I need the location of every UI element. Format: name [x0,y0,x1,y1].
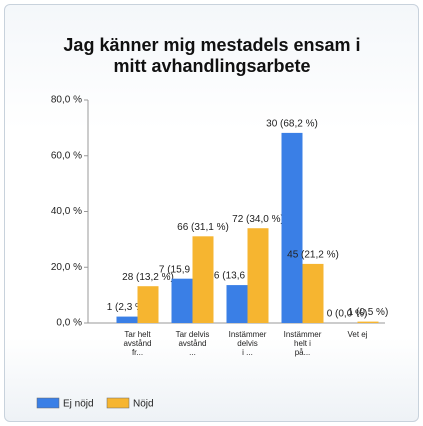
data-label: 30 (68,2 %) [266,119,318,130]
y-tick-label: 80,0 % [51,95,82,106]
bar [192,236,214,323]
x-tick-label: Tar helt avstånd fr... [123,330,151,357]
data-label: 45 (21,2 %) [287,250,339,261]
bar [281,132,303,323]
data-label: 6 (13,6 %) [214,271,260,282]
data-label: 28 (13,2 %) [122,272,174,283]
data-label: 72 (34,0 %) [232,214,284,225]
y-tick-label: 40,0 % [51,206,82,217]
chart-title: Jag känner mig mestadels ensam i mitt avh… [63,35,360,76]
x-tick-label: Instämmer helt i på... [284,330,322,357]
chart-frame [4,4,419,422]
legend-swatch [36,397,60,409]
data-label: 1 (0,5 %) [348,307,389,318]
bar [226,285,248,323]
x-tick-label: Vet ej [347,330,367,339]
bar [247,228,269,323]
legend-label: Ej nöjd [63,399,94,410]
x-tick-label: Instämmer delvis i ... [229,330,267,357]
x-tick-label: Tar delvis avstånd... [176,330,210,357]
legend-swatch [106,397,130,409]
legend-label: Nöjd [133,399,154,410]
data-label: 1 (2,3 %) [107,302,148,313]
y-tick-label: 60,0 % [51,150,82,161]
data-label: 66 (31,1 %) [177,222,229,233]
y-tick-label: 0,0 % [56,318,82,329]
bar [137,286,159,323]
bar [171,278,193,323]
data-label: 0 (0,0 %) [327,309,368,320]
bar [357,321,379,323]
data-label: 7 (15,9 %) [159,264,205,275]
y-tick-label: 20,0 % [51,262,82,273]
bar [302,263,324,323]
bar [116,316,138,323]
